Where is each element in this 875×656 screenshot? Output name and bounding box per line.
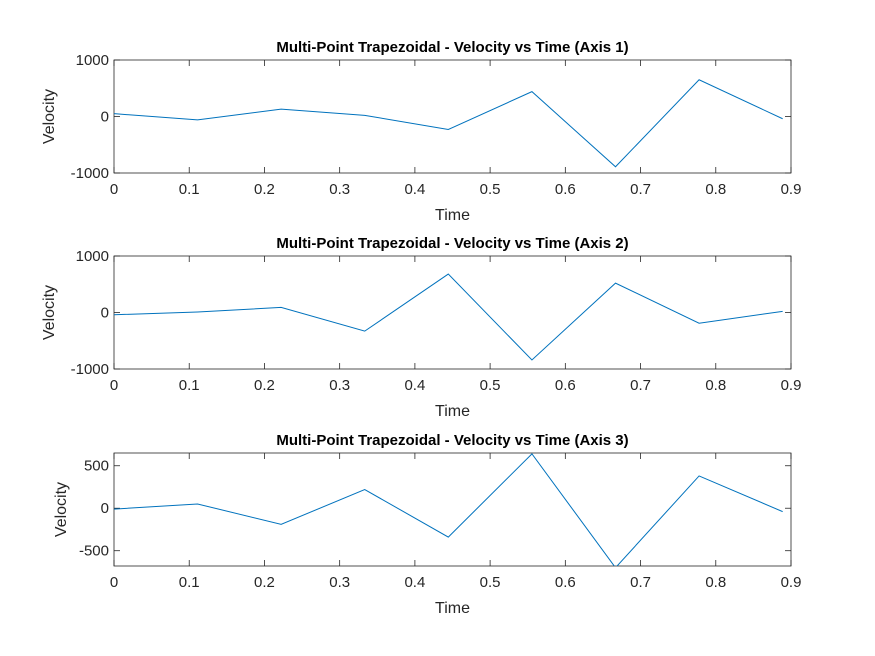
subplot-1: 0 0.1 0.2 0.3 0.4 0.5 0.6 0.7 0.8 0.9-100001000Mu…	[41, 39, 801, 224]
series-line	[114, 79, 783, 168]
x-tick-label: 0	[110, 377, 118, 394]
y-tick-label: 0	[101, 305, 109, 322]
x-tick-label: 0.7	[630, 181, 651, 198]
chart-title: Multi-Point Trapezoidal - Velocity vs Ti…	[276, 235, 628, 252]
x-tick-label: 0.2	[254, 377, 275, 394]
x-axis-label: Time	[435, 403, 470, 420]
x-tick-label: 0.3	[329, 377, 350, 394]
series-line	[114, 273, 783, 361]
y-tick-label: 500	[84, 458, 109, 475]
x-tick-label: 0.2	[254, 181, 275, 198]
subplot-3: 0 0.1 0.2 0.3 0.4 0.5 0.6 0.7 0.8 0.9-5000500Mult…	[53, 432, 801, 617]
x-tick-label: 0.3	[329, 574, 350, 591]
x-tick-label: 0.1	[179, 181, 200, 198]
y-axis-label: Velocity	[41, 89, 58, 144]
x-tick-label: 0.7	[630, 377, 651, 394]
x-tick-label: 0.6	[555, 377, 576, 394]
subplot-2: 0 0.1 0.2 0.3 0.4 0.5 0.6 0.7 0.8 0.9-100001000Mu…	[41, 235, 801, 420]
x-tick-label: 0.5	[480, 574, 501, 591]
x-axis-label: Time	[435, 207, 470, 224]
x-tick-label: 0.7	[630, 574, 651, 591]
x-tick-label: 0.4	[404, 377, 425, 394]
x-tick-label: 0.5	[480, 181, 501, 198]
y-axis-label: Velocity	[53, 482, 70, 537]
y-axis-label: Velocity	[41, 285, 58, 340]
y-tick-label: -1000	[71, 165, 109, 182]
x-tick-label: 0.9	[781, 181, 802, 198]
x-tick-label: 0	[110, 574, 118, 591]
y-tick-label: 0	[101, 109, 109, 126]
plot-area	[113, 452, 792, 567]
x-tick-label: 0.1	[179, 574, 200, 591]
x-tick-label: 0.1	[179, 377, 200, 394]
x-tick-label: 0.6	[555, 181, 576, 198]
x-tick-label: 0.6	[555, 574, 576, 591]
y-tick-label: 0	[101, 500, 109, 517]
x-tick-label: 0.3	[329, 181, 350, 198]
y-tick-label: -500	[79, 543, 109, 560]
x-tick-label: 0.9	[781, 574, 802, 591]
x-tick-label: 0.9	[781, 377, 802, 394]
x-tick-label: 0	[110, 181, 118, 198]
x-tick-label: 0.8	[705, 574, 726, 591]
x-axis-label: Time	[435, 600, 470, 617]
x-tick-label: 0.2	[254, 574, 275, 591]
x-tick-label: 0.8	[705, 377, 726, 394]
x-tick-label: 0.5	[480, 377, 501, 394]
x-tick-label: 0.4	[404, 574, 425, 591]
series-line	[114, 453, 783, 566]
x-tick-label: 0.4	[404, 181, 425, 198]
plot-area	[113, 255, 792, 370]
y-tick-label: -1000	[71, 361, 109, 378]
chart-title: Multi-Point Trapezoidal - Velocity vs Ti…	[276, 432, 628, 449]
plot-area	[113, 59, 792, 174]
y-tick-label: 1000	[76, 52, 109, 69]
subplots: 0 0.1 0.2 0.3 0.4 0.5 0.6 0.7 0.8 0.9-100001000Mu…	[41, 39, 801, 617]
y-tick-label: 1000	[76, 248, 109, 265]
x-tick-label: 0.8	[705, 181, 726, 198]
chart-title: Multi-Point Trapezoidal - Velocity vs Ti…	[276, 39, 628, 56]
